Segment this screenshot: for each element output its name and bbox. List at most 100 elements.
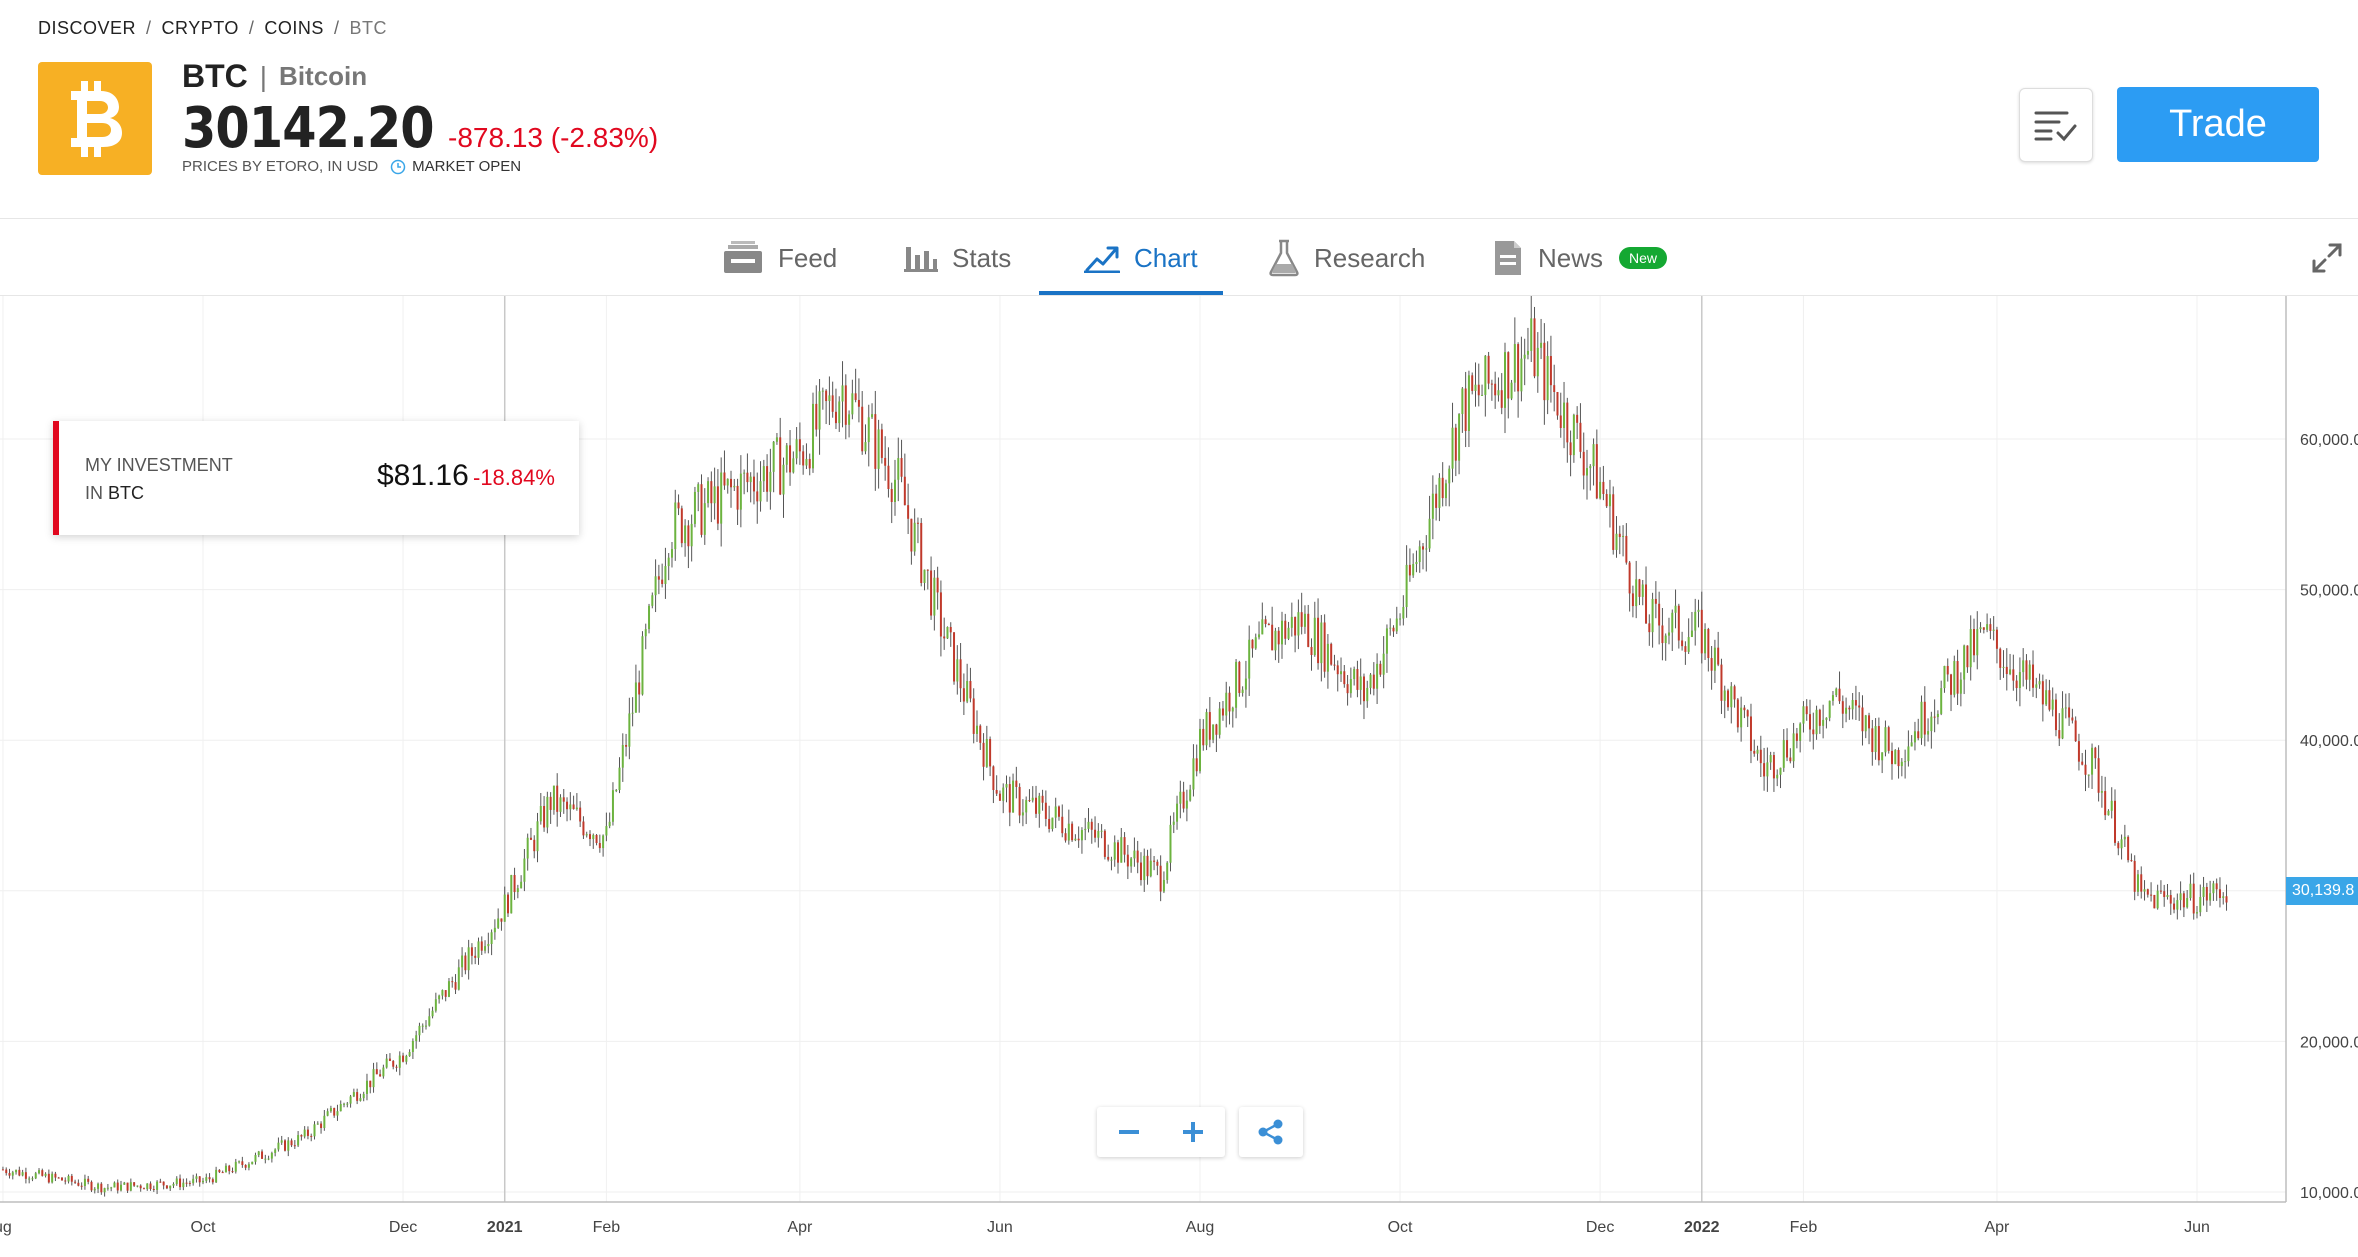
candle-body [533,839,536,852]
candle-body [67,1175,70,1182]
share-button[interactable] [1239,1107,1303,1157]
candle-body [2117,842,2120,849]
zoom-out-button[interactable] [1097,1107,1161,1157]
candle-body [939,592,942,637]
candle-body [1890,750,1893,765]
candle-body [287,1140,290,1151]
tab-stats[interactable]: Stats [904,219,1011,297]
candle-body [772,441,775,472]
share-cell [1239,1107,1303,1157]
candle-body [1320,622,1323,664]
candle-body [972,698,975,734]
zoom-in-button[interactable] [1161,1107,1225,1157]
candle-body [2156,890,2159,909]
candle-body [211,1179,214,1183]
candle-body [490,932,493,945]
candle-body [782,464,785,495]
watchlist-button[interactable] [2019,88,2093,162]
x-tick-label: 2021 [487,1219,523,1236]
candle-body [8,1173,11,1176]
candle-body [2110,800,2113,811]
candle-body [707,481,710,504]
candle-body [1441,477,1444,499]
candle-body [241,1161,244,1166]
candle-body [1749,716,1752,751]
candle-body [257,1151,260,1156]
candle-body [129,1182,132,1191]
candle-body [1635,579,1638,607]
candle-body [1500,390,1503,408]
candle-body [1402,607,1405,619]
candle-body [1484,355,1487,395]
candle-body [992,766,995,790]
investment-label-prefix: IN [85,483,103,503]
candle-body [828,395,831,402]
candle-body [1467,375,1470,432]
my-investment-card[interactable]: MY INVESTMENT IN BTC $81.16 -18.84% [53,421,579,535]
candle-body [2202,886,2205,897]
candle-body [648,605,651,630]
y-tick-label: 20,000.0 [2300,1034,2358,1051]
candle-body [1458,414,1461,461]
candle-body [1317,617,1320,664]
candle-body [2041,681,2044,705]
candle-body [41,1170,44,1176]
candle-body [716,486,719,524]
candle-body [1530,318,1533,351]
candle-body [359,1098,362,1101]
candle-body [2032,664,2035,688]
candle-body [1225,692,1228,716]
candle-body [18,1169,21,1176]
breadcrumb-discover[interactable]: DISCOVER [38,18,137,38]
candle-body [1904,761,1907,763]
candle-body [946,626,949,639]
candle-body [1874,726,1877,753]
candle-body [1592,444,1595,467]
candle-body [1930,716,1933,732]
candle-body [2199,896,2202,913]
candle-body [661,579,664,584]
candle-body [1543,342,1546,401]
candle-body [1897,749,1900,767]
candle-body [2159,890,2162,892]
breadcrumb-coins[interactable]: COINS [264,18,324,38]
candle-body [87,1178,90,1182]
candle-body [1704,629,1707,654]
share-icon [1258,1119,1283,1145]
tab-news[interactable]: News New [1492,219,1668,297]
candle-body [172,1183,175,1186]
candle-body [598,843,601,849]
tab-feed[interactable]: Feed [722,219,837,297]
trade-button[interactable]: Trade [2117,87,2319,162]
market-status-label: MARKET OPEN [412,158,522,175]
breadcrumb-crypto[interactable]: CRYPTO [161,18,239,38]
candle-body [1651,598,1654,633]
candle-body [136,1185,139,1187]
candle-body [392,1060,395,1067]
candle-body [1251,639,1254,649]
candle-body [1966,645,1969,668]
candle-body [1094,829,1097,838]
candle-body [880,429,883,458]
candle-body [57,1177,60,1179]
candle-body [2153,894,2156,909]
candle-body [2150,894,2153,896]
candle-body [2173,903,2176,910]
candle-body [805,458,808,466]
candle-body [1913,731,1916,743]
candle-body [1215,724,1218,735]
candle-body [1392,627,1395,632]
candle-body [329,1107,332,1112]
candle-body [556,785,559,812]
tab-research[interactable]: Research [1268,219,1425,297]
candle-body [1025,800,1028,813]
tab-chart[interactable]: Chart [1084,219,1198,297]
candle-body [1579,422,1582,452]
candle-body [1782,740,1785,768]
candle-body [1277,630,1280,645]
candle-body [890,488,893,502]
title-separator: | [259,60,268,92]
candle-body [1546,356,1549,401]
candle-body [320,1123,323,1128]
expand-icon[interactable] [2310,241,2344,275]
